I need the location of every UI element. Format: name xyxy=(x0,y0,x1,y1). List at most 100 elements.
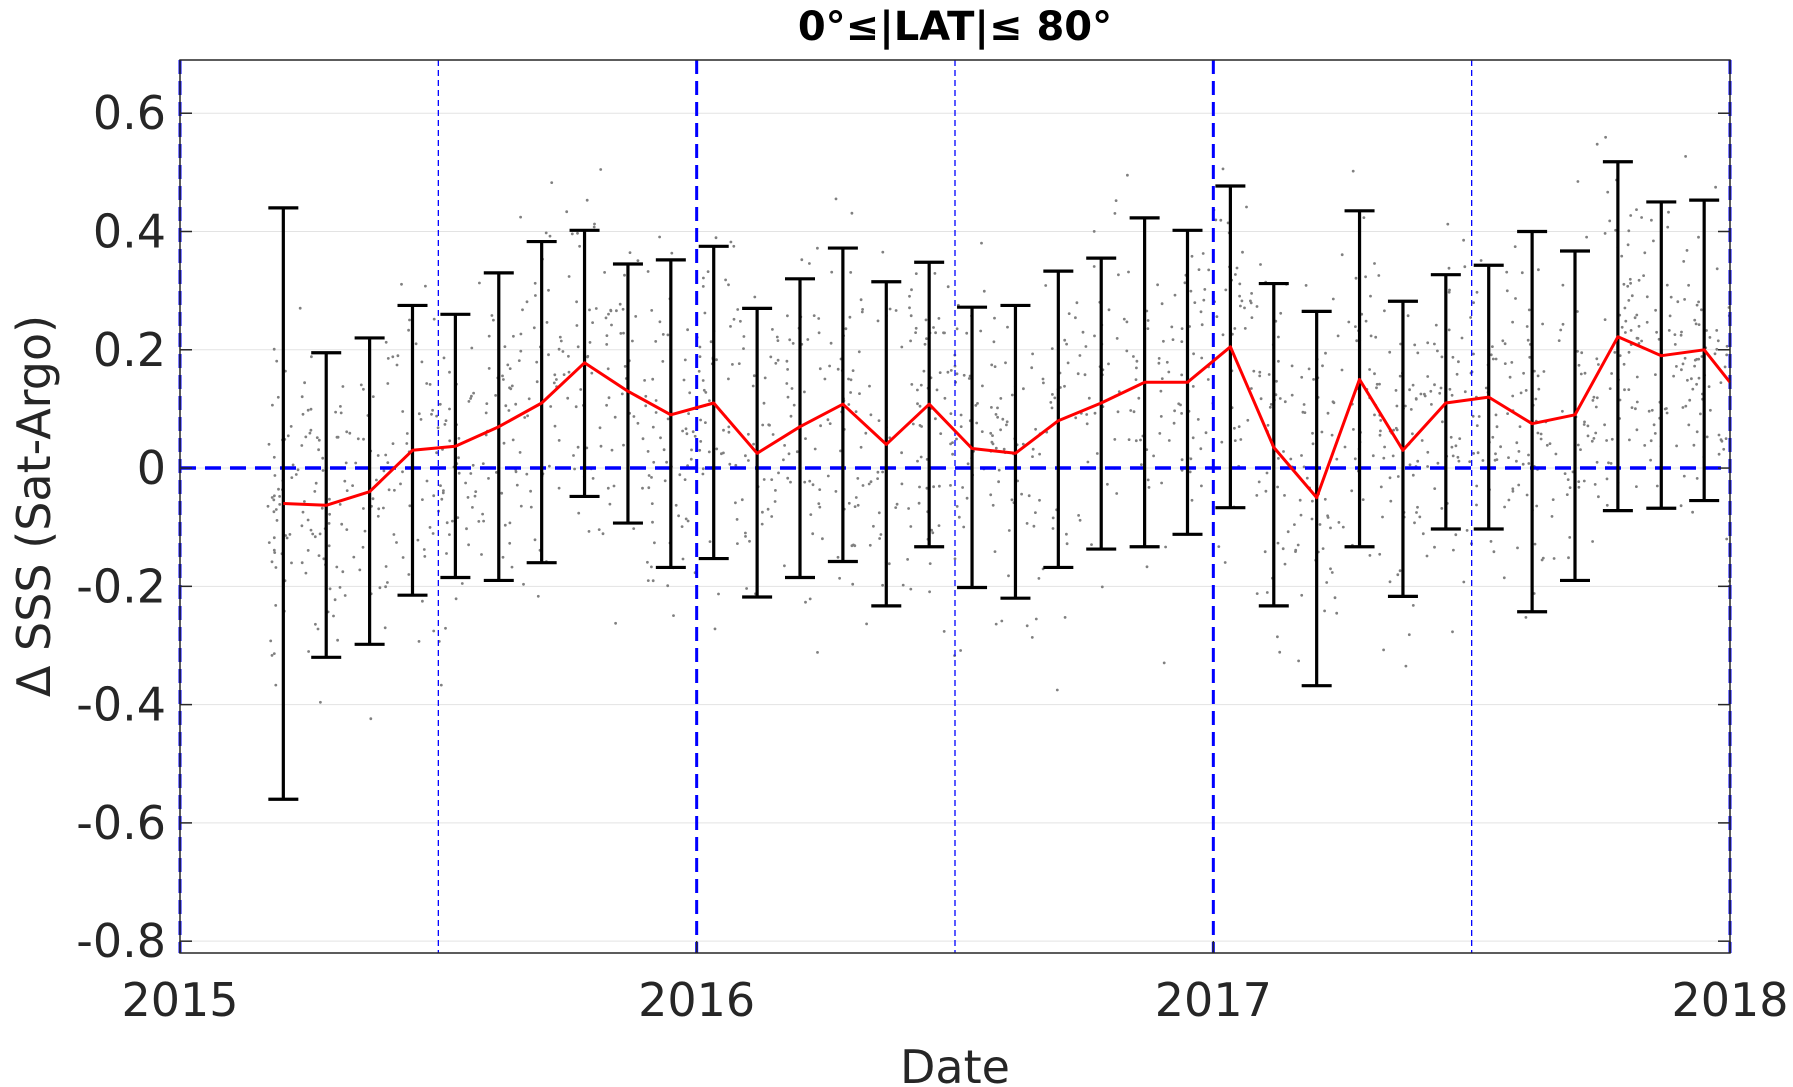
scatter-point xyxy=(1693,318,1697,322)
scatter-point xyxy=(1255,592,1259,595)
scatter-point xyxy=(1398,569,1402,573)
scatter-point xyxy=(501,555,505,559)
scatter-point xyxy=(1277,457,1280,460)
scatter-point xyxy=(1627,229,1631,233)
scatter-point xyxy=(387,488,391,492)
scatter-point xyxy=(384,565,388,568)
scatter-point xyxy=(1595,142,1599,146)
scatter-point xyxy=(321,469,325,472)
scatter-point xyxy=(641,486,644,490)
scatter-point xyxy=(1695,357,1699,361)
scatter-point xyxy=(1577,480,1581,483)
scatter-point xyxy=(1673,343,1677,346)
scatter-point xyxy=(775,335,779,339)
scatter-point xyxy=(1095,452,1099,455)
scatter-point xyxy=(272,498,276,502)
scatter-point xyxy=(1517,450,1521,453)
scatter-point xyxy=(1494,413,1498,417)
scatter-point xyxy=(1241,250,1244,254)
scatter-point xyxy=(1050,406,1054,410)
scatter-point xyxy=(1279,311,1283,315)
scatter-point xyxy=(1027,494,1031,498)
scatter-point xyxy=(523,416,527,419)
scatter-point xyxy=(1622,362,1626,366)
scatter-point xyxy=(966,462,970,466)
scatter-point xyxy=(1116,410,1120,414)
y-tick-label: -0.2 xyxy=(76,559,166,613)
scatter-point xyxy=(552,381,556,385)
scatter-point xyxy=(274,566,278,569)
scatter-point xyxy=(1627,388,1631,391)
scatter-point xyxy=(769,355,773,359)
scatter-point xyxy=(414,342,418,346)
scatter-point xyxy=(1691,510,1694,514)
scatter-point xyxy=(345,489,349,492)
scatter-point xyxy=(1336,334,1340,338)
scatter-point xyxy=(727,430,731,434)
scatter-point xyxy=(1665,411,1669,415)
scatter-point xyxy=(876,319,880,323)
scatter-point xyxy=(736,308,740,311)
scatter-point xyxy=(922,369,926,373)
scatter-point xyxy=(573,467,576,471)
scatter-point xyxy=(1337,521,1341,524)
scatter-point xyxy=(503,523,507,527)
scatter-point xyxy=(1463,265,1467,269)
scatter-point xyxy=(688,391,692,395)
scatter-point xyxy=(727,377,730,381)
scatter-point xyxy=(786,314,789,318)
scatter-point xyxy=(1576,310,1579,313)
scatter-point xyxy=(1630,406,1634,409)
scatter-point xyxy=(1586,424,1590,428)
scatter-point xyxy=(519,349,523,353)
scatter-point xyxy=(643,379,646,382)
scatter-point xyxy=(661,333,665,336)
scatter-point xyxy=(1066,361,1070,365)
scatter-point xyxy=(1415,511,1418,514)
scatter-point xyxy=(1361,498,1365,501)
scatter-point xyxy=(510,384,514,388)
scatter-point xyxy=(1434,323,1438,327)
scatter-point xyxy=(826,418,830,422)
scatter-point xyxy=(631,339,634,343)
scatter-point xyxy=(1164,545,1167,549)
scatter-point xyxy=(407,328,410,332)
scatter-point xyxy=(1476,451,1480,455)
scatter-point xyxy=(795,450,799,454)
scatter-point xyxy=(1623,388,1626,392)
scatter-point xyxy=(1341,525,1345,529)
scatter-point xyxy=(1217,545,1221,548)
scatter-point xyxy=(1034,427,1037,431)
scatter-point xyxy=(774,361,778,365)
scatter-point xyxy=(1643,251,1647,255)
scatter-point xyxy=(1679,504,1683,508)
scatter-point xyxy=(304,435,308,439)
scatter-point xyxy=(1457,360,1460,364)
scatter-point xyxy=(1539,437,1543,441)
scatter-point xyxy=(272,455,276,459)
scatter-point xyxy=(356,437,360,441)
scatter-point xyxy=(1705,435,1709,439)
scatter-point xyxy=(1697,376,1701,380)
scatter-point xyxy=(1276,635,1279,639)
scatter-point xyxy=(732,317,736,321)
scatter-point xyxy=(1700,308,1703,312)
scatter-point xyxy=(651,377,655,381)
scatter-point xyxy=(1607,461,1610,465)
scatter-point xyxy=(1456,455,1460,459)
scatter-point xyxy=(1388,350,1392,354)
scatter-point xyxy=(685,432,689,436)
scatter-point xyxy=(272,536,276,540)
scatter-point xyxy=(1527,462,1531,465)
scatter-point xyxy=(511,438,515,442)
scatter-point xyxy=(1126,173,1129,177)
scatter-point xyxy=(1355,339,1359,343)
scatter-point xyxy=(1426,341,1430,345)
scatter-point xyxy=(1583,420,1586,424)
scatter-point xyxy=(976,402,979,405)
scatter-point xyxy=(938,484,941,488)
scatter-point xyxy=(1580,351,1584,355)
scatter-point xyxy=(1157,361,1161,365)
scatter-point xyxy=(277,487,280,491)
scatter-point xyxy=(566,396,570,400)
